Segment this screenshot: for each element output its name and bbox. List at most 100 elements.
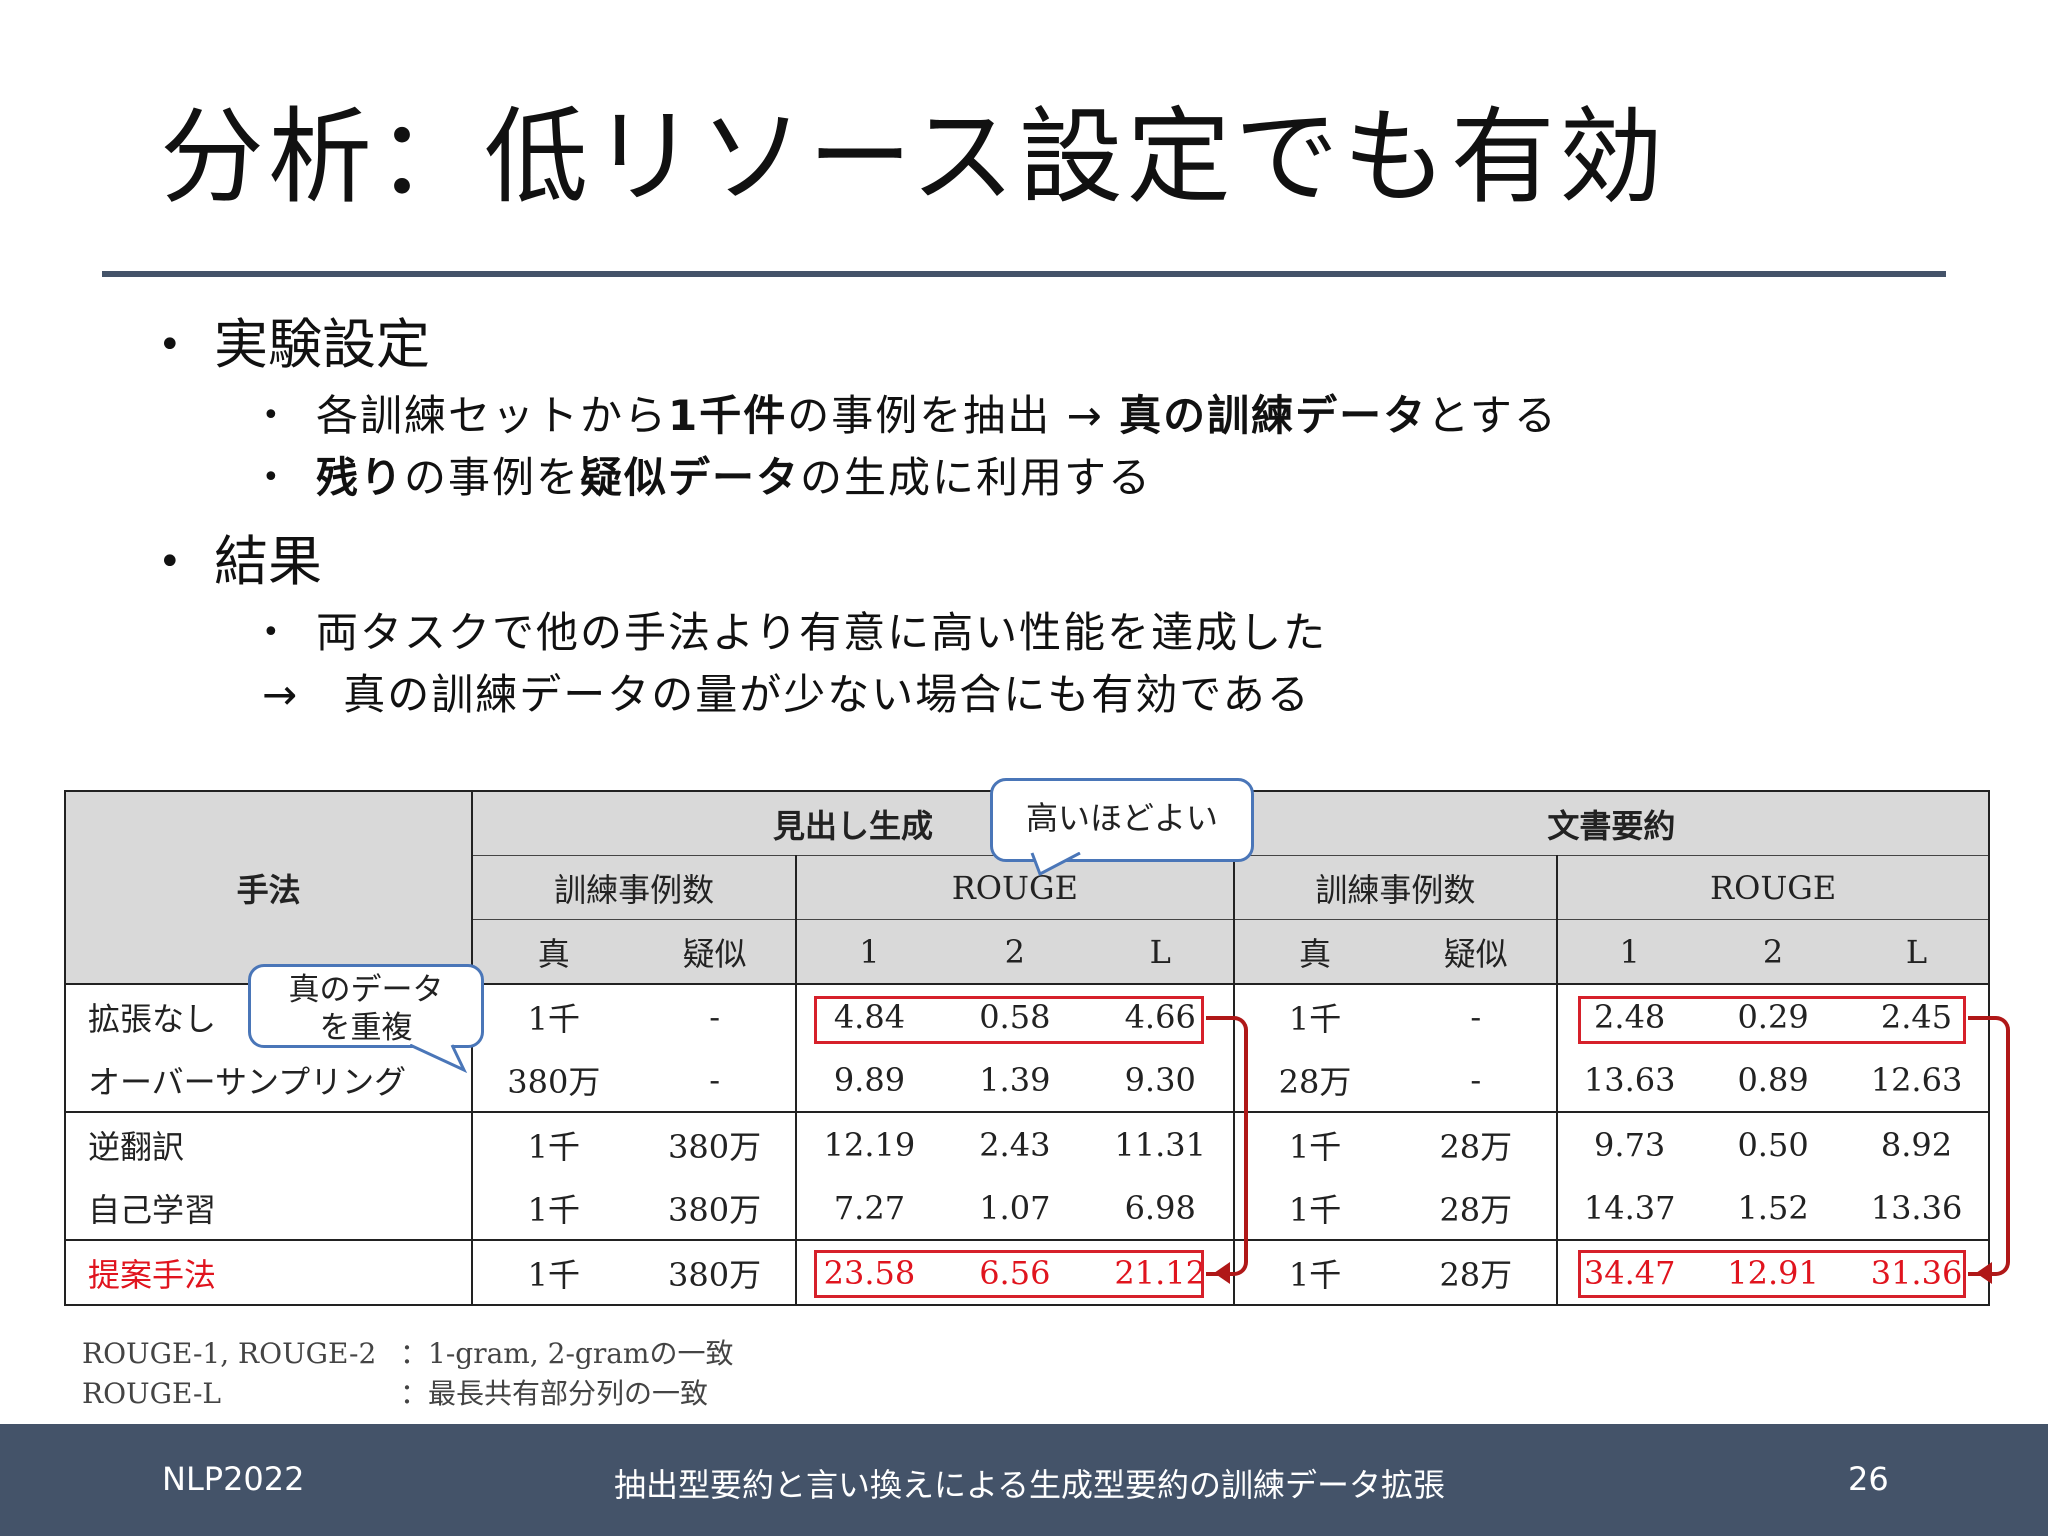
page-number: 26	[1848, 1460, 1889, 1498]
highlight-box-summary-proposed	[1578, 1250, 1966, 1298]
cell: 1.07	[941, 1176, 1088, 1241]
cell: 0.58	[979, 997, 1051, 1036]
cell: 1.52	[1701, 1176, 1846, 1241]
rouge-header: ROUGE	[796, 855, 1235, 920]
footer-conference: NLP2022	[162, 1460, 305, 1498]
cell: 13.63	[1557, 1048, 1702, 1113]
rouge-l-header: L	[1087, 919, 1235, 985]
true-col-header: 真	[1233, 919, 1396, 985]
rouge-2-header: 2	[1701, 919, 1846, 985]
bullet-setting-heading: 実験設定	[214, 313, 430, 376]
task-summary-header: 文書要約	[1233, 790, 1991, 856]
callout-tail-icon	[409, 1044, 468, 1074]
callout-line: 真のデータ	[288, 972, 444, 1008]
bullet-result-heading: 結果	[214, 530, 322, 593]
highlight-box-headline-proposed	[814, 1250, 1204, 1298]
cell: 2.43	[979, 1125, 1051, 1164]
callout-tail-icon	[1030, 852, 1081, 877]
cell: 1千	[472, 1176, 635, 1241]
note-rouge-l: ROUGE-L ：最長共有部分列の一致	[82, 1372, 708, 1412]
cell: 12.19	[823, 1125, 916, 1164]
results-table: 手法 見出し生成 文書要約 訓練事例数 ROUGE 訓練事例数 ROUGE 真 …	[63, 790, 1991, 1306]
table-row: 自己学習 1千 380万 7.27 1.07 6.98 1千 28万 14.37…	[63, 1176, 1990, 1241]
cell: -	[1395, 984, 1559, 1048]
cell: 28万	[1395, 1240, 1559, 1306]
method-name-proposed: 提案手法	[63, 1240, 474, 1306]
slide-title: 分析：低リソース設定でも有効	[160, 96, 1667, 218]
cell: 4.84	[833, 997, 906, 1036]
cell: 0.29	[1737, 997, 1809, 1036]
cell: -	[634, 1048, 797, 1113]
bold-span: 1千件	[668, 391, 788, 440]
cell: 380万	[472, 1048, 635, 1113]
cell: 1千	[472, 1240, 635, 1306]
text-span: の事例を抽出 →	[787, 391, 1120, 440]
table-row: オーバーサンプリング 380万 - 9.89 1.39 9.30 28万 - 1…	[63, 1048, 1990, 1113]
note-value: ：最長共有部分列の一致	[400, 1377, 709, 1410]
method-name: オーバーサンプリング	[63, 1048, 474, 1113]
callout-duplicate-data: 真のデータ を重複	[248, 964, 484, 1048]
cell: 380万	[634, 1112, 797, 1176]
cell: 1千	[1288, 999, 1342, 1038]
table-row: 逆翻訳 1千 380万 12.19 2.43 11.31 1千 28万 9.73…	[63, 1112, 1990, 1176]
cell: -	[1395, 1048, 1559, 1113]
cell: 9.89	[796, 1048, 942, 1113]
cell: 8.92	[1845, 1112, 1990, 1176]
cell: 7.27	[796, 1176, 942, 1241]
note-key: ROUGE-1, ROUGE-2	[82, 1337, 377, 1370]
cell: 1千	[527, 1127, 580, 1166]
bullet-dot-icon: •	[158, 322, 182, 368]
bold-span: 真の訓練データ	[1119, 391, 1428, 440]
cell: -	[634, 984, 797, 1048]
method-header: 手法	[63, 790, 474, 985]
cell: 1千	[1288, 1127, 1342, 1166]
note-key: ROUGE-L	[82, 1377, 222, 1410]
arrow-head-icon	[1214, 1262, 1230, 1284]
callout-line: を重複	[319, 1010, 413, 1046]
footer-title: 抽出型要約と言い換えによる生成型要約の訓練データ拡張	[614, 1466, 1446, 1504]
slide-footer: NLP2022 抽出型要約と言い換えによる生成型要約の訓練データ拡張 26	[0, 1424, 2048, 1536]
cell: 13.36	[1845, 1176, 1990, 1241]
true-col-header: 真	[472, 919, 635, 985]
cell: 0.89	[1701, 1048, 1846, 1113]
note-rouge-1-2: ROUGE-1, ROUGE-2 ：1-gram, 2-gramの一致	[82, 1332, 733, 1372]
callout-higher-better: 高いほどよい	[990, 778, 1254, 862]
cell: 1.39	[941, 1048, 1088, 1113]
rouge-header: ROUGE	[1557, 855, 1990, 920]
method-name: 逆翻訳	[63, 1112, 474, 1176]
sub-bullet-dot-icon: •	[262, 460, 280, 495]
title-divider	[102, 271, 1946, 277]
conclusion-line: → 真の訓練データの量が少ない場合にも有効である	[262, 670, 1311, 719]
count-header: 訓練事例数	[1233, 855, 1559, 920]
cell: 1千	[1233, 1240, 1396, 1306]
sub-bullet-dot-icon: •	[262, 615, 280, 650]
cell: 28万	[1395, 1112, 1559, 1176]
text-span: 各訓練セットから	[316, 391, 669, 440]
count-header: 訓練事例数	[472, 855, 797, 920]
cell: 11.31	[1087, 1112, 1235, 1176]
highlight-box-summary-baseline	[1578, 996, 1966, 1044]
bold-span: 残り	[316, 453, 405, 502]
sub-bullet-dot-icon: •	[262, 398, 280, 433]
arrow-head-icon	[1976, 1262, 1992, 1284]
cell: 14.37	[1557, 1176, 1702, 1241]
rouge-1-header: 1	[796, 919, 942, 985]
cell: 9.73	[1594, 1125, 1666, 1164]
text-span: の事例を	[404, 453, 581, 502]
cell: 6.98	[1087, 1176, 1235, 1241]
cell: 28万	[1233, 1048, 1396, 1113]
text-span: の生成に利用する	[800, 453, 1153, 502]
note-value: ：1-gram, 2-gramの一致	[400, 1337, 734, 1370]
cell: 12.63	[1845, 1048, 1990, 1113]
cell: 2.48	[1594, 997, 1666, 1036]
cell: 28万	[1395, 1176, 1559, 1241]
rouge-2-header: 2	[941, 919, 1088, 985]
bullet-dot-icon: •	[158, 539, 182, 585]
pseudo-col-header: 疑似	[1395, 919, 1559, 985]
bold-span: 疑似データ	[580, 453, 801, 502]
cell: 0.50	[1737, 1125, 1809, 1164]
result-text: 両タスクで他の手法より有意に高い性能を達成した	[316, 608, 1328, 657]
cell: 1千	[527, 999, 580, 1038]
cell: 380万	[634, 1240, 797, 1306]
highlight-box-headline-baseline	[814, 996, 1204, 1044]
